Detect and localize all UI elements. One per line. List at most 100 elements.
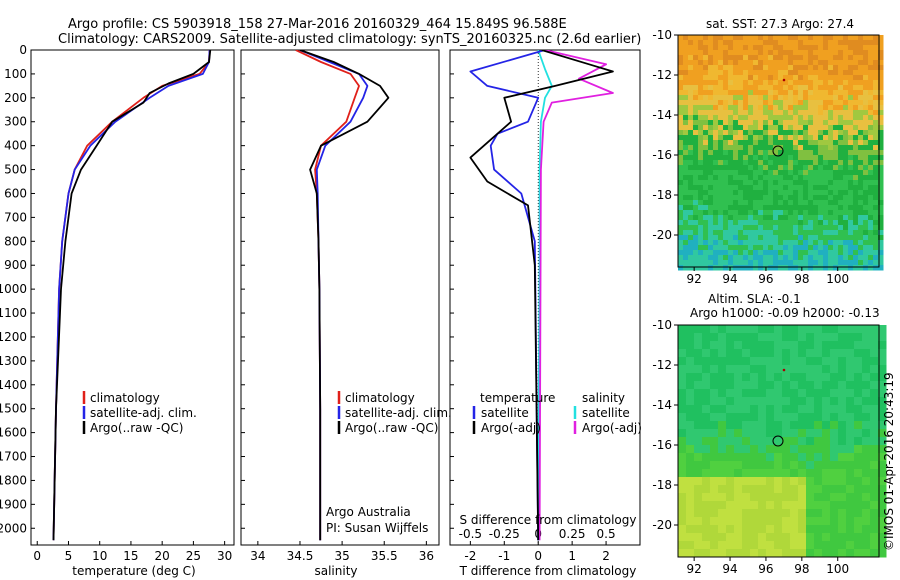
map-cell [798, 373, 807, 382]
map-cell [710, 333, 719, 342]
map-cell [768, 240, 774, 246]
map-cell [790, 405, 799, 414]
map-cell [768, 250, 774, 256]
map-cell [768, 45, 774, 51]
map-cell [830, 485, 839, 494]
map-cell [873, 80, 879, 86]
map-cell [838, 115, 844, 121]
map-cell [713, 150, 719, 156]
map-cell [782, 405, 791, 414]
depth-tick-label: 600 [4, 186, 27, 200]
map-cell [853, 215, 859, 221]
map-cell [734, 453, 743, 462]
map-cell [868, 95, 874, 101]
map-cell [838, 255, 844, 261]
map-cell [870, 357, 879, 366]
map-cell [708, 215, 714, 221]
map-cell [726, 453, 735, 462]
map-cell [790, 509, 799, 518]
map-cell [743, 155, 749, 161]
map-cell [743, 220, 749, 226]
map-cell [678, 260, 684, 266]
map-cell [713, 110, 719, 116]
map-cell [748, 210, 754, 216]
map-cell [743, 205, 749, 211]
map-cell [828, 140, 834, 146]
map-cell [863, 110, 869, 116]
map-cell [753, 135, 759, 141]
map-cell [718, 413, 727, 422]
map-cell [733, 70, 739, 76]
map-cell [743, 125, 749, 131]
map-cell [783, 70, 789, 76]
map-cell [738, 225, 744, 231]
map-cell [750, 485, 759, 494]
map-cell [798, 200, 804, 206]
map-cell [808, 255, 814, 261]
map-cell [868, 215, 874, 221]
map-cell [793, 85, 799, 91]
map-cell [808, 90, 814, 96]
map-cell [848, 220, 854, 226]
map-cell [853, 95, 859, 101]
map-cell [873, 160, 879, 166]
map-cell [833, 160, 839, 166]
map-cell [783, 130, 789, 136]
map-cell [828, 155, 834, 161]
map-cell [763, 90, 769, 96]
map-cell [734, 493, 743, 502]
map-cell [862, 549, 871, 558]
map-cell [788, 70, 794, 76]
map-cell [738, 175, 744, 181]
map-cell [858, 255, 864, 261]
map-cell [828, 35, 834, 41]
map-cell [813, 50, 819, 56]
map-cell [858, 75, 864, 81]
map-cell [718, 205, 724, 211]
map-cell [678, 140, 684, 146]
map-cell [738, 40, 744, 46]
map-cell [878, 265, 884, 271]
map-cell [686, 413, 695, 422]
map-cell [750, 357, 759, 366]
map-cell [742, 477, 751, 486]
map-cell [862, 525, 871, 534]
map-cell [798, 40, 804, 46]
map-cell [806, 365, 815, 374]
map-cell [698, 220, 704, 226]
map-cell [748, 165, 754, 171]
map-cell [743, 120, 749, 126]
map-cell [708, 220, 714, 226]
map-cell [773, 40, 779, 46]
map-cell [823, 215, 829, 221]
map-cell [753, 150, 759, 156]
map-cell [742, 333, 751, 342]
map-cell [778, 145, 784, 151]
map-cell [838, 65, 844, 71]
map-cell [862, 533, 871, 542]
map-cell [843, 140, 849, 146]
map-cell [763, 125, 769, 131]
map-cell [763, 210, 769, 216]
map-cell [803, 60, 809, 66]
map-cell [678, 485, 687, 494]
depth-tick-label: 1100 [0, 306, 27, 320]
map-cell [813, 235, 819, 241]
map-cell [763, 240, 769, 246]
map-cell [848, 45, 854, 51]
map-cell [748, 155, 754, 161]
map-cell [733, 190, 739, 196]
map-cell [733, 245, 739, 251]
map-cell [798, 220, 804, 226]
map-cell [828, 200, 834, 206]
map-cell [708, 60, 714, 66]
map-cell [758, 501, 767, 510]
map-cell [798, 341, 807, 350]
map-cell [718, 461, 727, 470]
map-cell [713, 100, 719, 106]
map-cell [848, 190, 854, 196]
map-cell [808, 215, 814, 221]
map-cell [688, 130, 694, 136]
map-cell [863, 145, 869, 151]
map-cell [823, 35, 829, 41]
